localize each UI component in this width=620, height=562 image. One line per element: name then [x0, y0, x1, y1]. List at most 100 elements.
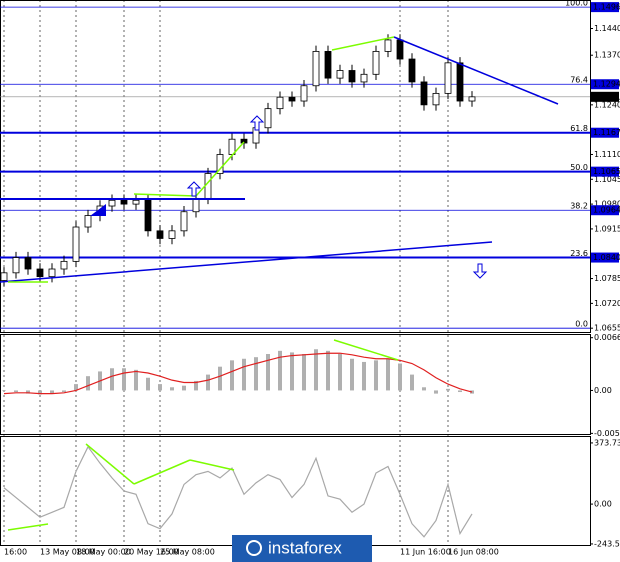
fib-label: 38.2 [570, 202, 588, 211]
macd-bar [302, 354, 306, 391]
price-label: 1.1294 [593, 80, 620, 89]
candle-body [288, 96, 296, 102]
price-label-box [591, 252, 619, 263]
macd-bar [266, 354, 270, 391]
candle-body [24, 257, 32, 270]
divergence-line [7, 523, 49, 531]
candle-body [408, 58, 416, 83]
marker [90, 204, 106, 216]
watermark: instaforex [268, 538, 342, 557]
fib-label: 0.0 [575, 320, 588, 329]
trend-line [393, 36, 559, 105]
macd-bar [398, 363, 402, 391]
macd-bar [158, 384, 162, 391]
fib-label: 23.6 [570, 249, 588, 258]
candle-body [156, 230, 164, 239]
candle-body [468, 96, 476, 102]
macd-bar [74, 384, 78, 391]
x-tick-label: 20 May 16:00 [124, 548, 179, 557]
macd-bar [410, 374, 414, 391]
annotations [0, 36, 559, 531]
candle-body [384, 39, 392, 52]
candle-body [444, 62, 452, 94]
macd-bar [422, 387, 426, 391]
watermark-box [232, 535, 372, 562]
y-tick-label: 373.7321 [594, 438, 620, 447]
macd-bar [134, 369, 138, 391]
candle-body [432, 92, 440, 106]
candle-body [180, 211, 188, 232]
macd-bar [338, 354, 342, 391]
macd-bar [86, 376, 90, 391]
macd-bar [314, 349, 318, 391]
price-label: 1.0964 [593, 206, 620, 215]
divergence-line [189, 459, 235, 471]
candle-body [336, 70, 344, 79]
y-tick-label: 1.1045 [594, 175, 620, 184]
price-label-box [591, 205, 619, 216]
divergence-line [331, 36, 395, 51]
macd-bar [14, 390, 18, 393]
x-tick-label: 11 Jun 16:00 [400, 548, 451, 557]
macd-bar [2, 390, 6, 391]
macd-bar [38, 390, 42, 395]
macd-bar [458, 390, 462, 393]
candle-body [120, 199, 128, 205]
candle-body [396, 39, 404, 60]
macd-bar [62, 390, 66, 393]
y-tick-label: 1.0980 [594, 200, 620, 209]
price-label: 1.1167 [593, 128, 620, 137]
macd-bar [182, 385, 186, 391]
y-tick-label: 0.00666 [594, 333, 620, 342]
y-tick-label: 1.1440 [594, 24, 620, 33]
macd-bar [350, 358, 354, 391]
candle-body [300, 85, 308, 102]
candle-body [132, 199, 140, 205]
y-tick-label: 1.0720 [594, 299, 620, 308]
macd-bar [278, 350, 282, 391]
price-label-box [591, 79, 619, 90]
macd-bar [326, 350, 330, 391]
macd-bar [362, 361, 366, 391]
x-tick-label: 18 May 00:00 [76, 548, 131, 557]
trend-line [0, 241, 493, 283]
x-tick-label: 25 May 08:00 [160, 548, 215, 557]
candle-body [360, 73, 368, 83]
candle-body [72, 226, 80, 262]
last-price-box [591, 91, 619, 102]
macd-bar [146, 377, 150, 391]
divergence-line [133, 459, 191, 485]
down-arrow [472, 263, 488, 279]
macd-bar [386, 358, 390, 391]
main-panel [0, 0, 591, 333]
candle-body [144, 199, 152, 232]
candle-body [420, 81, 428, 106]
macd-bar [170, 387, 174, 391]
price-label-box [591, 166, 619, 177]
macd-bar [446, 388, 450, 391]
x-tick-label: 16 Jun 08:00 [448, 548, 499, 557]
fib-label: 100.0 [565, 0, 588, 8]
x-tick-label: 13 May 08:00 [40, 548, 95, 557]
macd-bar [206, 374, 210, 391]
last-price-label: 1.1261 [593, 92, 620, 101]
price-label-box [591, 2, 619, 13]
divergence-line [195, 141, 245, 197]
price-label: 1.1496 [593, 3, 620, 12]
macd-bar [218, 366, 222, 391]
macd-bar [434, 390, 438, 394]
candle-body [0, 272, 8, 281]
divergence-line [333, 339, 399, 361]
candle-body [36, 268, 44, 278]
y-tick-label: 0.00 [594, 386, 612, 395]
plot: 100.0 76.4 61.8 50.0 38.2 23.6 0.0 [0, 0, 590, 545]
divergence-line [133, 193, 197, 197]
macd-bar [242, 358, 246, 391]
y-tick-label: -243.5270 [594, 539, 620, 548]
macd-bar [194, 380, 198, 391]
price-label: 1.1065 [593, 167, 620, 176]
y-tick-label: 1.1370 [594, 51, 620, 60]
y-tick-label: 1.1240 [594, 100, 620, 109]
candle-body [264, 108, 272, 129]
